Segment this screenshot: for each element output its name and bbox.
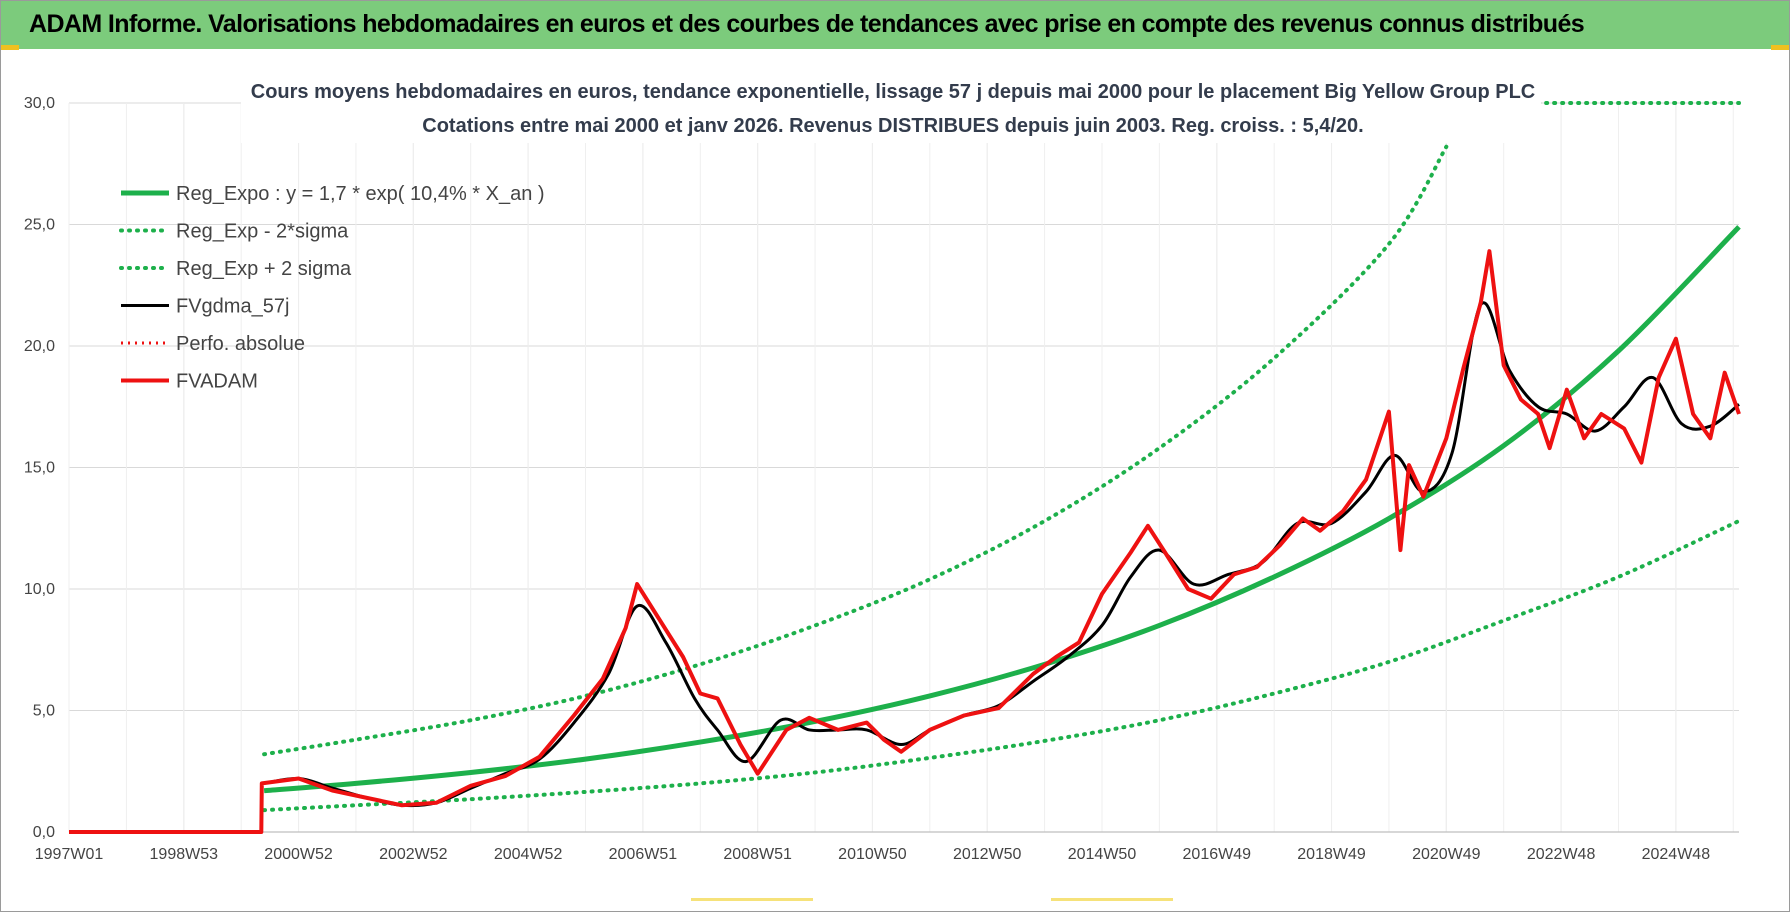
x-tick-label: 2018W49 [1297,846,1366,863]
y-tick-label: 25,0 [24,217,55,234]
series-line-fvgdma-57j [263,301,1740,808]
y-tick-label: 0,0 [33,824,55,841]
x-tick-label: 2006W51 [609,846,678,863]
series-lines [69,101,1741,834]
y-tick-label: 20,0 [24,338,55,355]
legend-entry: Perfo. absolue [176,333,305,355]
chart-title-line2: Cotations entre mai 2000 et janv 2026. R… [422,115,1363,137]
corner-accent-right [1771,45,1789,50]
banner-title: ADAM Informe. Valorisations hebdomadaire… [29,10,1585,38]
legend-entry: Reg_Exp + 2 sigma [176,258,352,280]
x-tick-label: 2008W51 [723,846,792,863]
y-tick-label: 30,0 [24,95,55,112]
y-axis-ticks: 0,0 5,0 10,0 15,0 20,0 25,0 30,0 [24,95,55,841]
legend: Reg_Expo : y = 1,7 * exp( 10,4% * X_an )… [119,183,545,393]
x-tick-label: 2022W48 [1527,846,1596,863]
chart-title: Cours moyens hebdomadaires en euros, ten… [241,71,1541,143]
x-tick-label: 2002W52 [379,846,448,863]
x-tick-label: 2016W49 [1183,846,1252,863]
y-tick-label: 5,0 [33,703,55,720]
y-tick-label: 15,0 [24,460,55,477]
title-banner: ADAM Informe. Valorisations hebdomadaire… [1,1,1789,49]
x-tick-label: 1998W53 [150,846,219,863]
corner-accent-left [1,45,19,50]
x-tick-label: 2020W49 [1412,846,1481,863]
series-line-reg-exp-2-sigma [262,518,1741,813]
x-tick-label: 2012W50 [953,846,1022,863]
x-tick-label: 2000W52 [264,846,333,863]
grid [68,102,1739,833]
legend-entry: FVgdma_57j [176,296,289,318]
x-tick-label: 2004W52 [494,846,563,863]
y-tick-label: 10,0 [24,581,55,598]
x-tick-label: 1997W01 [35,846,104,863]
title-background [241,71,1541,143]
x-tick-label: 2014W50 [1068,846,1137,863]
legend-entry: FVADAM [176,371,258,393]
x-tick-label: 2024W48 [1642,846,1711,863]
series-line-fvadam [69,249,1741,834]
x-tick-label: 2010W50 [838,846,907,863]
legend-entry: Reg_Expo : y = 1,7 * exp( 10,4% * X_an ) [176,183,545,205]
x-axis-ticks: 1997W01 1998W53 2000W52 2002W52 2004W52 2006W… [35,846,1710,863]
bottom-accent-2 [1051,898,1173,901]
legend-entry: Reg_Exp - 2*sigma [176,221,349,243]
series-line-reg-exp-2-sigma [262,144,1449,757]
chart-title-line1: Cours moyens hebdomadaires en euros, ten… [251,81,1535,103]
bottom-accent-1 [691,898,813,901]
series-line-reg-expo-y-1-7-exp-10-4-x-an [263,225,1741,794]
